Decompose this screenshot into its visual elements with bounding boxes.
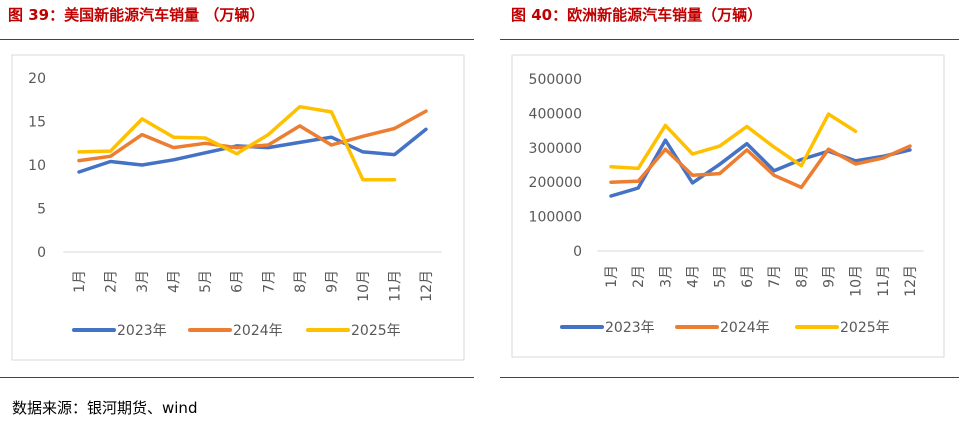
- left-legend-label: 2024年: [233, 323, 283, 339]
- right-legend-label: 2023年: [605, 320, 655, 336]
- left-x-tick-label: 3月: [135, 270, 151, 293]
- left-x-tick-label: 11月: [387, 270, 403, 302]
- left-series-line-2024年: [77, 109, 428, 163]
- right-x-tick-label: 9月: [821, 265, 837, 288]
- figure-39-title: 图 39：美国新能源汽车销量 （万辆）: [8, 6, 265, 24]
- right-y-tick-label: 400000: [529, 106, 582, 122]
- left-x-tick-label: 7月: [261, 270, 277, 293]
- right-x-tick-label: 6月: [740, 265, 756, 288]
- right-series-line-2025年: [609, 112, 858, 171]
- right-x-tick-label: 2月: [631, 265, 647, 288]
- right-y-tick-label: 200000: [529, 175, 582, 191]
- left-x-tick-label: 10月: [356, 270, 372, 302]
- left-y-tick-label: 5: [37, 202, 46, 218]
- right-legend-label: 2024年: [720, 320, 770, 336]
- right-x-tick-label: 10月: [849, 265, 865, 297]
- right-legend-label: 2025年: [840, 320, 890, 336]
- right-y-tick-label: 500000: [529, 72, 582, 88]
- left-legend-label: 2025年: [351, 323, 401, 339]
- left-x-tick-label: 9月: [324, 270, 340, 293]
- figure-40-title: 图 40：欧洲新能源汽车销量（万辆）: [511, 6, 763, 24]
- right-x-tick-label: 3月: [658, 265, 674, 288]
- source-note: 数据来源：银河期货、wind: [12, 399, 198, 417]
- right-series-line-2024年: [609, 144, 912, 190]
- bottom-rule-right: [500, 377, 959, 378]
- left-y-tick-label: 10: [28, 158, 46, 174]
- left-x-tick-label: 8月: [293, 270, 309, 293]
- left-x-tick-label: 1月: [72, 270, 88, 293]
- right-chart-border: [511, 54, 945, 358]
- left-y-tick-label: 20: [28, 71, 46, 87]
- left-chart: 0 5 10 15 20 1月 2月 3月 4月 5月 6月 7月 8月 9月 10月 11月 12月 2023年…: [11, 54, 465, 361]
- left-x-tick-label: 4月: [167, 270, 183, 293]
- right-series-line-2023年: [609, 138, 912, 198]
- right-y-tick-label: 0: [573, 244, 582, 260]
- left-x-tick-label: 6月: [230, 270, 246, 293]
- left-x-tick-label: 12月: [419, 270, 435, 302]
- left-series-line-2025年: [77, 104, 397, 182]
- right-x-tick-label: 5月: [713, 265, 729, 288]
- left-legend-label: 2023年: [117, 323, 167, 339]
- right-x-tick-label: 8月: [794, 265, 810, 288]
- right-x-tick-label: 11月: [876, 265, 892, 297]
- left-y-tick-label: 15: [28, 115, 46, 131]
- right-x-tick-label: 12月: [903, 265, 919, 297]
- left-x-tick-label: 2月: [104, 270, 120, 293]
- top-rule-right: [500, 39, 959, 40]
- right-y-tick-label: 300000: [529, 141, 582, 157]
- bottom-rule-left: [0, 377, 474, 378]
- right-x-tick-label: 1月: [604, 265, 620, 288]
- right-x-tick-label: 7月: [767, 265, 783, 288]
- left-chart-border: [11, 54, 465, 361]
- right-chart: 0 100000 200000 300000 400000 500000 1月 2月 3月 4月 5…: [511, 54, 945, 358]
- right-x-tick-label: 4月: [686, 265, 702, 288]
- left-x-tick-label: 5月: [198, 270, 214, 293]
- right-y-tick-label: 100000: [529, 210, 582, 226]
- left-y-tick-label: 0: [37, 245, 46, 261]
- top-rule-left: [0, 39, 474, 40]
